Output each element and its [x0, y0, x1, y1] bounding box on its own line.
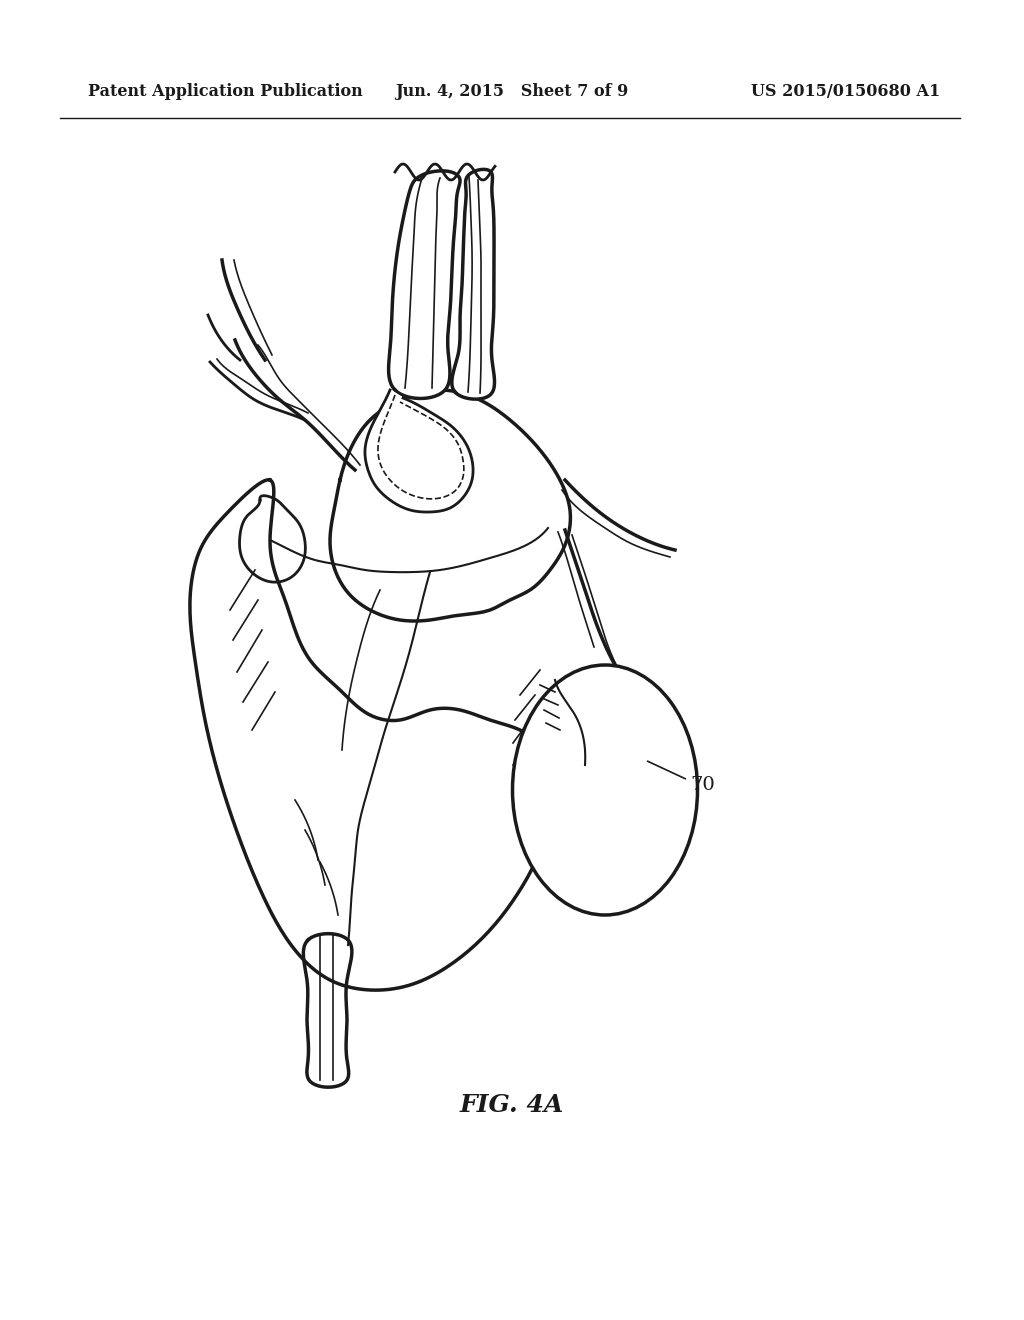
Text: Jun. 4, 2015   Sheet 7 of 9: Jun. 4, 2015 Sheet 7 of 9 — [395, 83, 629, 100]
Text: Patent Application Publication: Patent Application Publication — [88, 83, 362, 100]
Polygon shape — [303, 933, 352, 1088]
Polygon shape — [452, 169, 495, 399]
Polygon shape — [388, 170, 460, 399]
Polygon shape — [189, 479, 555, 990]
Polygon shape — [330, 389, 570, 620]
Text: FIG. 4A: FIG. 4A — [460, 1093, 564, 1117]
Polygon shape — [365, 389, 473, 512]
Ellipse shape — [512, 665, 697, 915]
Polygon shape — [240, 496, 305, 582]
Text: US 2015/0150680 A1: US 2015/0150680 A1 — [751, 83, 940, 100]
Text: 70: 70 — [690, 776, 715, 795]
